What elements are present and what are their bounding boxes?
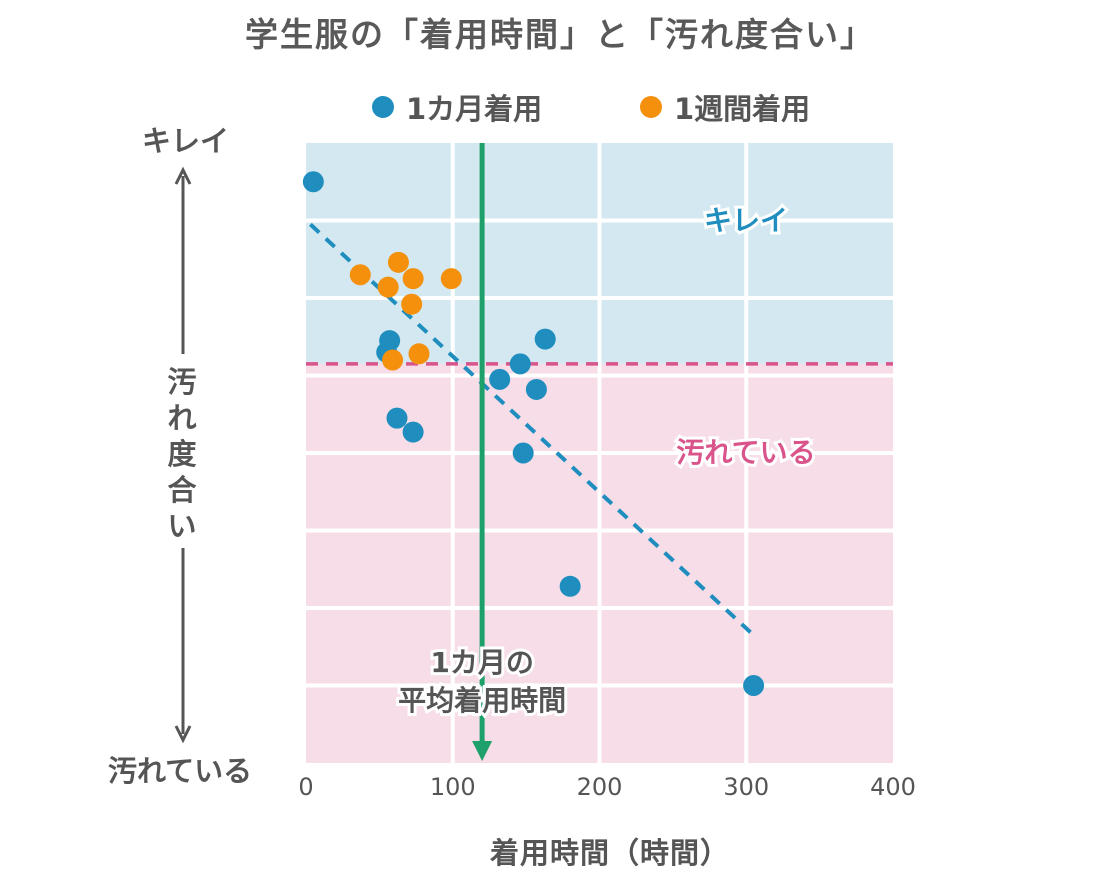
y-axis-label-char-0: 汚: [167, 365, 197, 399]
legend-marker-1-month: [372, 96, 394, 118]
data-point-s0-p2: [379, 330, 401, 352]
data-point-s1-p3: [402, 268, 424, 290]
x-tick-label-1: 100: [430, 773, 476, 801]
legend-item-1-month: 1カ月着用: [372, 86, 542, 128]
data-point-s1-p1: [377, 276, 399, 298]
data-point-s0-p4: [402, 421, 424, 443]
data-point-s0-p5: [489, 368, 511, 390]
data-point-s1-p4: [401, 293, 423, 315]
data-point-s0-p3: [386, 407, 408, 429]
y-axis-bottom-label: 汚れている: [108, 754, 253, 788]
legend-item-1-week: 1週間着用: [640, 86, 810, 128]
data-point-s0-p10: [559, 575, 581, 597]
data-point-s1-p7: [408, 343, 430, 365]
legend-label-1-week: 1週間着用: [674, 92, 811, 126]
y-axis-label-char-1: れ: [167, 401, 197, 435]
region-label-clean: キレイ: [704, 204, 788, 237]
data-point-s1-p6: [382, 349, 404, 371]
y-axis-label-char-2: 度: [167, 437, 197, 471]
data-point-s0-p7: [512, 442, 534, 464]
data-point-s0-p8: [525, 378, 547, 400]
y-axis-top-label: キレイ: [142, 124, 230, 158]
y-axis-arrow-up-head: [174, 166, 192, 185]
trend-line: [309, 222, 755, 637]
data-point-s0-p9: [534, 328, 556, 350]
region-label-dirty: 汚れている: [676, 436, 815, 469]
data-point-s0-p0: [302, 171, 324, 193]
data-point-s0-p11: [743, 675, 765, 696]
x-tick-label-3: 300: [723, 773, 769, 801]
data-point-s1-p5: [440, 268, 462, 290]
legend-marker-1-week: [640, 96, 662, 118]
average-line-label-1: 平均着用時間: [398, 684, 566, 717]
x-tick-label-0: 0: [298, 773, 313, 801]
x-tick-label-4: 400: [870, 773, 916, 801]
legend-label-1-month: 1カ月着用: [406, 92, 543, 126]
chart-title: 学生服の「着用時間」と「汚れ度合い」: [245, 15, 875, 54]
x-tick-label-2: 200: [577, 773, 623, 801]
data-point-s1-p2: [387, 251, 409, 273]
y-axis-label-char-3: 合: [167, 473, 197, 507]
data-point-s1-p0: [349, 264, 371, 286]
average-line-label-0: 1カ月の: [430, 646, 533, 679]
y-axis-label: 汚れ度合い: [162, 364, 202, 544]
x-axis-label: 着用時間（時間）: [489, 836, 730, 870]
y-axis-label-char-4: い: [167, 509, 197, 543]
y-axis-arrow-down-head: [174, 725, 192, 744]
average-line-arrowhead: [472, 741, 493, 761]
data-point-s0-p6: [509, 353, 531, 375]
